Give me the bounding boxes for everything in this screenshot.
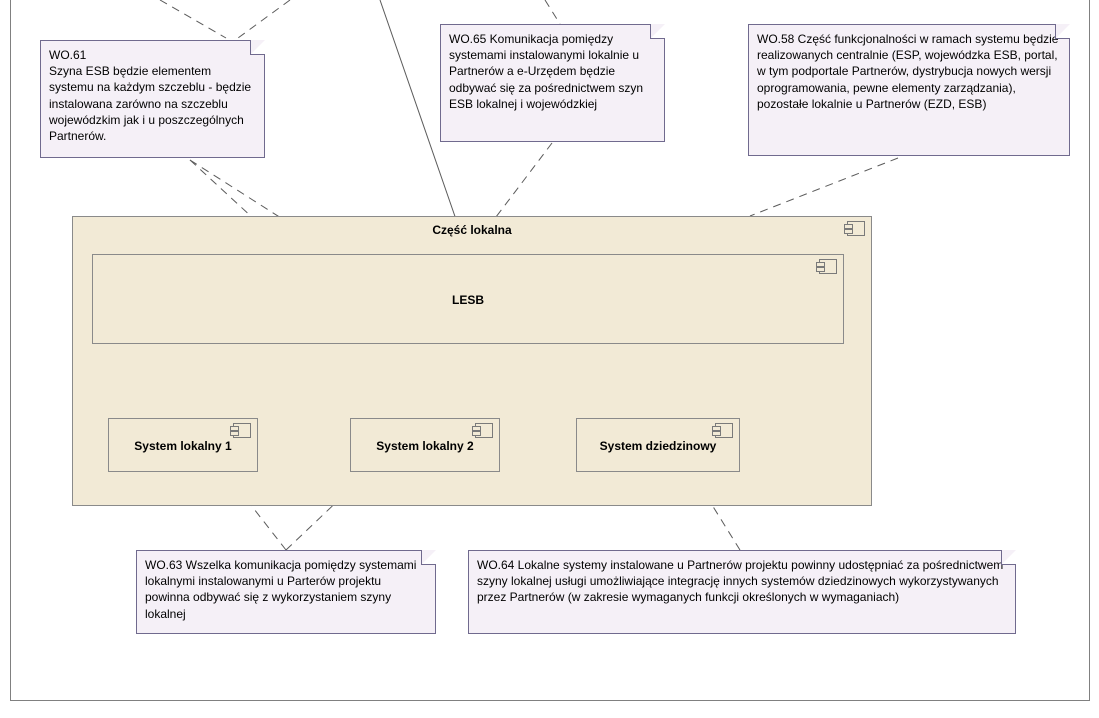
note-wo61: WO.61Szyna ESB będzie elementem systemu … — [40, 40, 265, 158]
note-fold-icon — [650, 24, 665, 39]
note-wo58: WO.58 Część funkcjonalności w ramach sys… — [748, 24, 1070, 156]
component-title: Część lokalna — [73, 217, 871, 241]
component-title: LESB — [93, 287, 843, 311]
note-text: WO.61Szyna ESB będzie elementem systemu … — [49, 48, 251, 143]
note-wo64: WO.64 Lokalne systemy instalowane u Part… — [468, 550, 1016, 634]
note-text: WO.64 Lokalne systemy instalowane u Part… — [477, 558, 1003, 604]
note-wo63: WO.63 Wszelka komunikacja pomiędzy syste… — [136, 550, 436, 634]
component-icon — [819, 259, 837, 274]
component-title: System lokalny 2 — [351, 433, 499, 457]
component-system-dziedzinowy: System dziedzinowy — [576, 418, 740, 472]
note-fold-icon — [250, 40, 265, 55]
note-fold-icon — [421, 550, 436, 565]
note-wo65: WO.65 Komunikacja pomiędzy systemami ins… — [440, 24, 665, 142]
note-text: WO.58 Część funkcjonalności w ramach sys… — [757, 32, 1058, 111]
note-text: WO.63 Wszelka komunikacja pomiędzy syste… — [145, 558, 416, 621]
component-title: System dziedzinowy — [577, 433, 739, 457]
component-icon — [847, 221, 865, 236]
component-title: System lokalny 1 — [109, 433, 257, 457]
note-fold-icon — [1001, 550, 1016, 565]
note-text: WO.65 Komunikacja pomiędzy systemami ins… — [449, 32, 643, 111]
note-fold-icon — [1055, 24, 1070, 39]
component-lesb: LESB — [92, 254, 844, 344]
component-system-lokalny-1: System lokalny 1 — [108, 418, 258, 472]
component-system-lokalny-2: System lokalny 2 — [350, 418, 500, 472]
